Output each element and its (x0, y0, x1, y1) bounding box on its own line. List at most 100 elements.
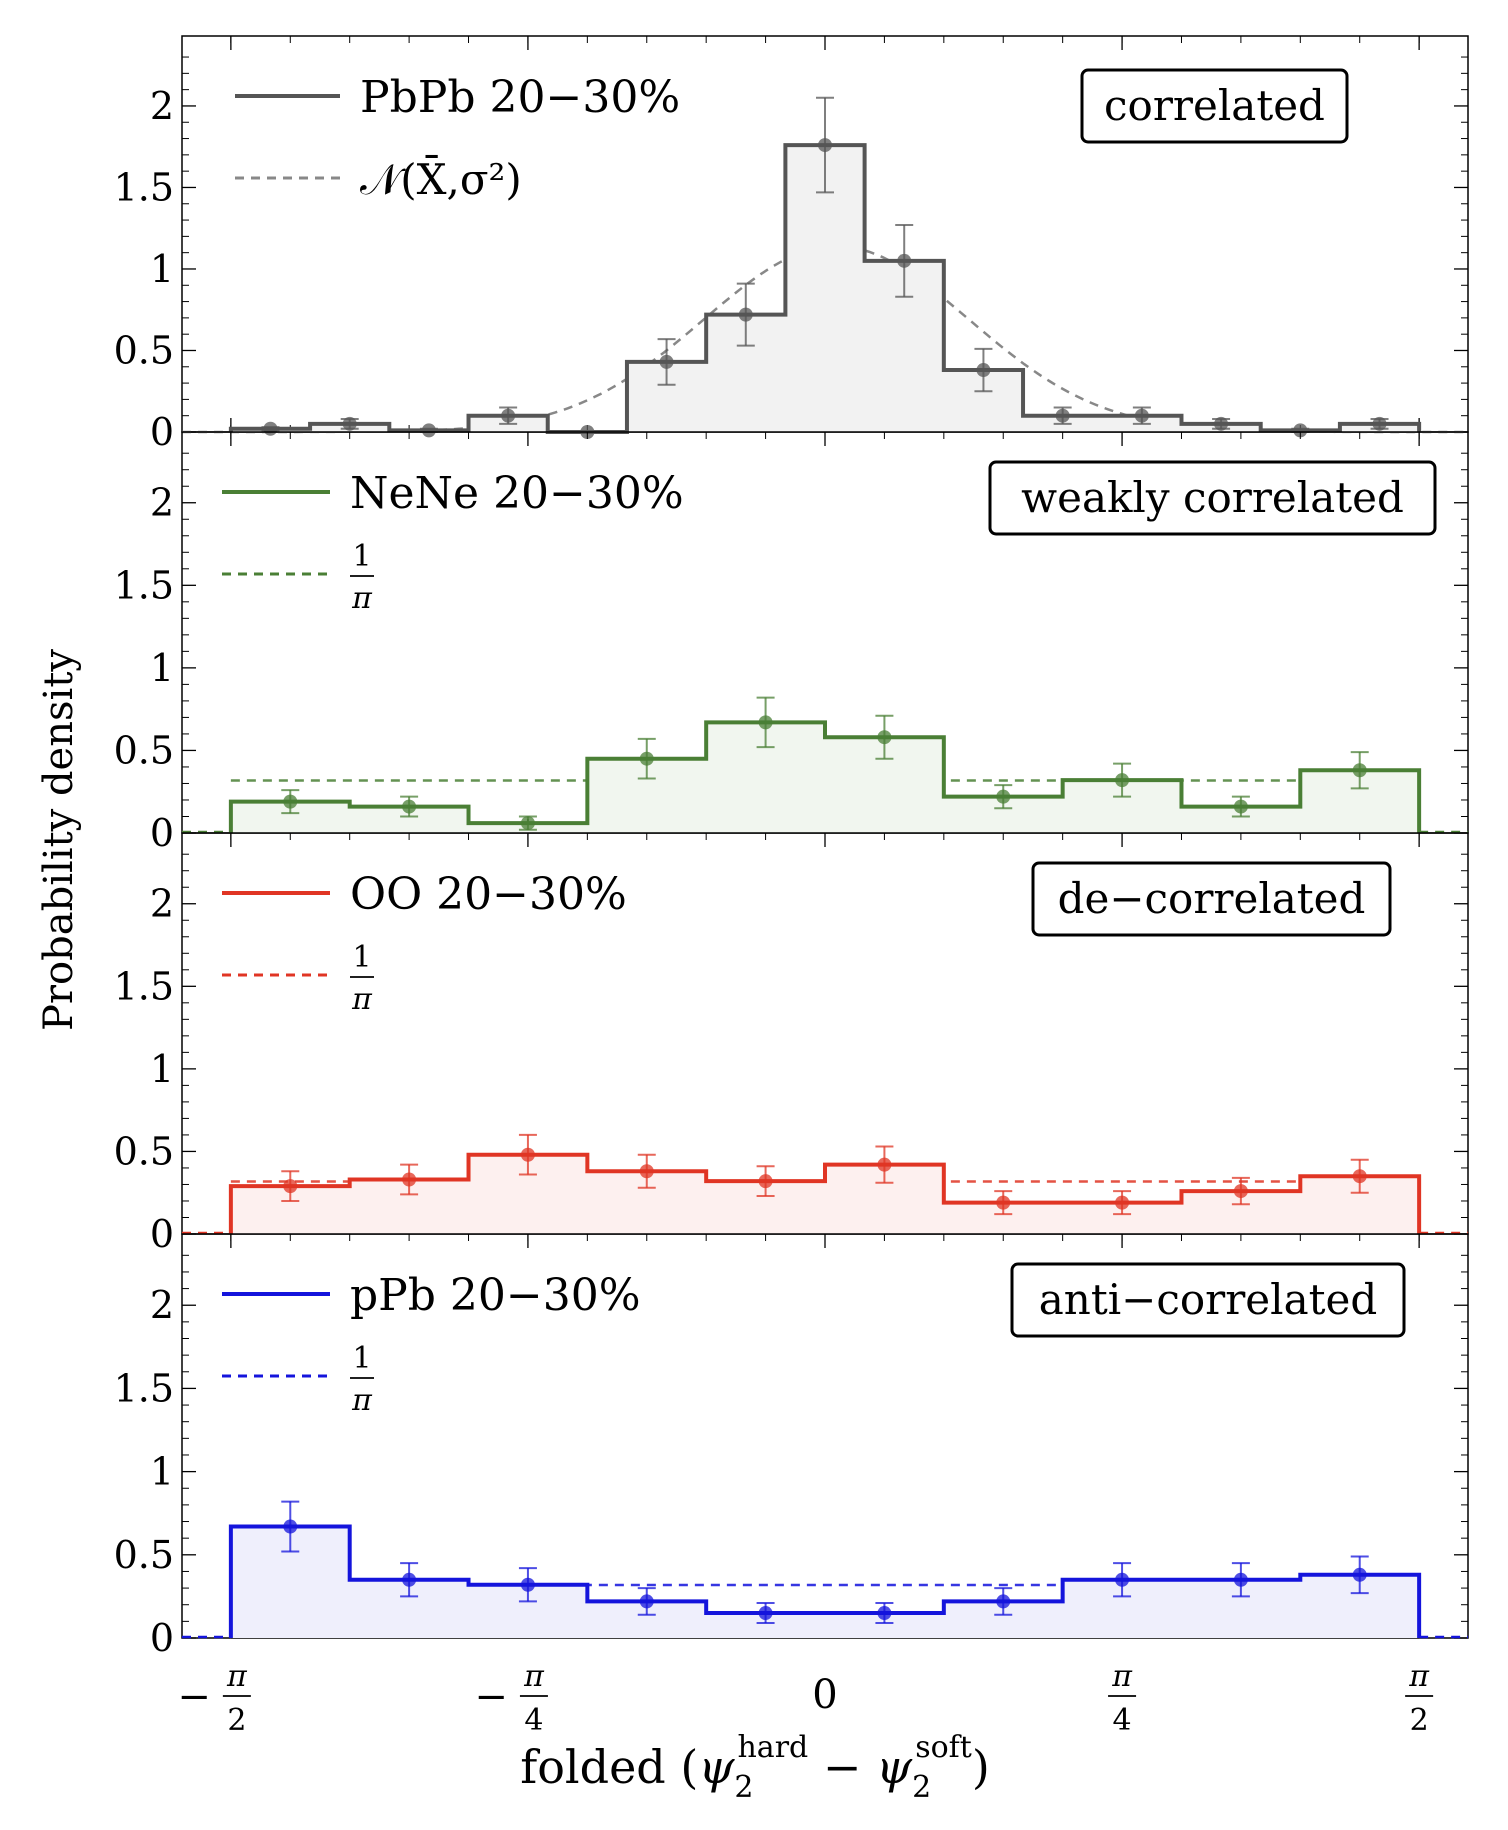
data-point (1115, 1572, 1130, 1587)
data-point (1214, 416, 1229, 431)
y-tick-label: 1 (150, 1047, 174, 1091)
y-tick-label: 0.5 (114, 1533, 174, 1577)
data-point (1233, 799, 1248, 814)
data-point (818, 138, 832, 153)
y-axis-label: Probability density (36, 649, 82, 1031)
data-point (402, 1172, 417, 1187)
x-tick-denominator: 2 (1410, 1703, 1429, 1738)
data-point (877, 1606, 892, 1621)
legend-fraction-numerator: 1 (352, 539, 371, 574)
data-point (738, 307, 753, 322)
y-tick-label: 2 (150, 481, 174, 525)
data-point (877, 1157, 892, 1172)
legend-label: NeNe 20−30% (350, 468, 684, 519)
data-point (659, 354, 674, 369)
x-tick-numerator: π (1408, 1659, 1430, 1694)
data-point (1352, 1169, 1367, 1184)
y-tick-label: 1.5 (114, 165, 174, 209)
x-tick-denominator: 2 (227, 1703, 246, 1738)
x-tick-numerator: π (226, 1659, 248, 1694)
panel-ppb: 0 0.5 1 1.5 2 pPb 20−30% 1 π anti−correlated (114, 1233, 1469, 1660)
legend-fraction-numerator: 1 (352, 940, 371, 975)
data-point (1115, 1195, 1130, 1210)
y-tick-label: 0 (150, 410, 174, 454)
histogram-fill (230, 722, 1420, 833)
data-point (402, 1572, 417, 1587)
data-point (501, 408, 516, 423)
data-point (758, 1174, 773, 1189)
data-point (263, 421, 278, 436)
data-point (639, 1164, 654, 1179)
data-point (758, 1606, 773, 1621)
histogram-step (228, 143, 1422, 434)
data-point (342, 416, 357, 431)
y-tick-label: 1 (150, 247, 174, 291)
y-tick-label: 1.5 (114, 964, 174, 1008)
x-axis-label-psi-1: ψ (698, 1740, 735, 1794)
data-point (520, 816, 535, 831)
x-axis-label-sup-hard: hard (737, 1730, 808, 1765)
correlation-label: anti−correlated (1039, 1275, 1378, 1324)
panel-oo: 0 0.5 1 1.5 2 OO 20−30% 1 π de−correlated (114, 832, 1469, 1256)
panel-nene: 0 0.5 1 1.5 2 NeNe 20−30% 1 π weakly correlated (114, 431, 1469, 855)
correlation-label: de−correlated (1058, 874, 1366, 923)
legend-fraction-denominator: π (351, 982, 373, 1017)
x-axis-label: folded (ψ2hard − ψ2soft) (520, 1730, 990, 1805)
data-point (1134, 408, 1149, 423)
data-point (283, 794, 298, 809)
data-point (1055, 408, 1070, 423)
histogram-fill (230, 145, 1420, 433)
data-point (976, 363, 991, 378)
x-axis-label-sub-2: 2 (912, 1770, 931, 1805)
data-point (1352, 1567, 1367, 1582)
y-tick-label: 1 (150, 646, 174, 690)
x-axis-label-sup-soft: soft (915, 1730, 972, 1765)
correlation-label: correlated (1104, 81, 1325, 130)
data-point (1233, 1184, 1248, 1199)
legend-label: OO 20−30% (350, 869, 627, 920)
data-point (897, 253, 912, 268)
y-tick-label: 2 (150, 1283, 174, 1327)
data-point (639, 751, 654, 766)
correlation-label-box (1031, 861, 1392, 937)
correlation-label: weakly correlated (1021, 473, 1404, 522)
y-tick-label: 1 (150, 1450, 174, 1494)
legend-fraction-denominator: π (351, 1383, 373, 1418)
x-tick-numerator: π (1111, 1659, 1133, 1694)
y-tick-label: 2 (150, 882, 174, 926)
y-tick-label: 1.5 (114, 563, 174, 607)
data-point (520, 1577, 535, 1592)
panel-pbpb: 0 0.5 1 1.5 2 PbPb 20−30% 𝒩(X̄,σ²) correlated (114, 35, 1469, 454)
data-point (1372, 416, 1387, 431)
x-tick-label: 0 (812, 1672, 837, 1718)
x-tick-sign: − (474, 1674, 508, 1720)
data-point (283, 1519, 298, 1534)
data-point (283, 1179, 298, 1194)
data-point (639, 1594, 654, 1609)
x-tick-numerator: π (523, 1659, 545, 1694)
data-point (996, 1594, 1011, 1609)
legend-label: pPb 20−30% (350, 1270, 641, 1321)
y-tick-label: 0.5 (114, 1129, 174, 1173)
data-point (996, 789, 1011, 804)
histogram-step (228, 1152, 1422, 1234)
y-tick-label: 0.5 (114, 728, 174, 772)
legend-fraction-denominator: π (351, 581, 373, 616)
panels: 00.511.52 PbPb 20−30%𝒩(X̄,σ²)correlated00… (114, 35, 1469, 1660)
data-point (1115, 773, 1130, 788)
data-point (402, 799, 417, 814)
data-point (996, 1195, 1011, 1210)
correlation-label-box (1010, 1262, 1406, 1338)
data-point (877, 730, 892, 745)
y-tick-label: 1.5 (114, 1366, 174, 1410)
correlation-label-box (1080, 68, 1349, 144)
x-tick-sign: − (177, 1674, 211, 1720)
correlation-label-box (988, 460, 1437, 536)
x-tick-denominator: 4 (1113, 1703, 1132, 1738)
y-tick-label: 0 (150, 1616, 174, 1660)
data-point (1233, 1572, 1248, 1587)
histogram-fill (230, 1526, 1420, 1638)
data-point (421, 423, 436, 438)
x-axis-label-psi-2: ψ (876, 1740, 913, 1794)
